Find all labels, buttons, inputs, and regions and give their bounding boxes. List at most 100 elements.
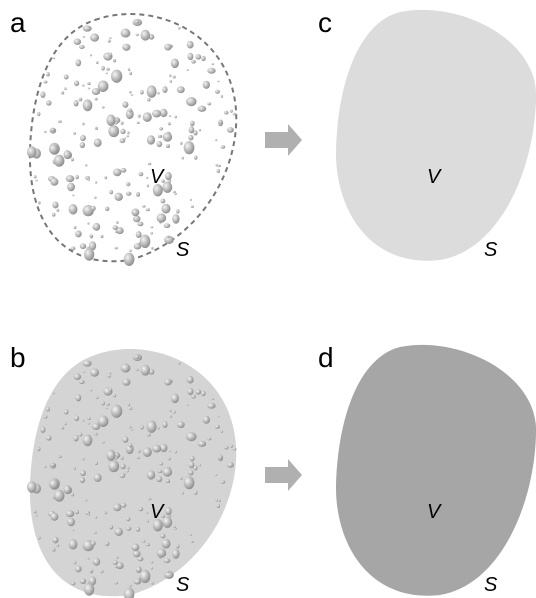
particle <box>51 212 56 217</box>
particle <box>108 125 120 138</box>
particle <box>193 465 198 471</box>
particle <box>135 33 139 36</box>
particle <box>170 393 179 404</box>
particle <box>186 97 197 107</box>
particle <box>215 89 220 94</box>
particle <box>161 514 165 518</box>
particle <box>198 463 202 467</box>
particle <box>52 536 59 544</box>
particle <box>215 498 218 502</box>
particle <box>174 527 177 530</box>
particle <box>63 150 72 160</box>
particle <box>73 434 79 442</box>
particle <box>79 243 87 250</box>
particle <box>150 231 153 235</box>
particle <box>84 583 95 596</box>
particle <box>232 112 237 116</box>
particle <box>106 402 110 406</box>
particle <box>114 192 123 201</box>
particle <box>232 447 237 451</box>
particle <box>146 519 150 523</box>
particle <box>79 142 86 149</box>
particle <box>137 556 144 562</box>
particle <box>129 249 132 252</box>
particle <box>139 234 151 249</box>
particle <box>40 426 46 434</box>
particle <box>138 241 141 245</box>
particle <box>105 72 108 75</box>
particle <box>67 182 75 192</box>
surface-label: S <box>176 239 190 261</box>
particle <box>201 55 206 62</box>
particle <box>215 163 218 167</box>
particle <box>113 168 122 177</box>
arrow <box>265 124 302 156</box>
particle <box>50 177 59 186</box>
particle <box>119 473 126 479</box>
particle <box>174 450 177 454</box>
particle <box>168 115 172 117</box>
particle <box>174 115 177 119</box>
particle <box>97 415 109 427</box>
panel-d: d V S <box>318 342 536 596</box>
particle <box>90 205 96 211</box>
particle <box>170 58 179 69</box>
particle <box>157 134 163 138</box>
particle <box>138 576 141 580</box>
particle <box>216 169 221 173</box>
particle <box>90 33 100 42</box>
particle <box>52 201 59 209</box>
particle <box>187 52 194 61</box>
particle <box>188 469 194 476</box>
particle <box>178 26 181 30</box>
particle <box>87 417 91 421</box>
particle <box>129 584 132 587</box>
particle <box>61 426 65 430</box>
particle <box>122 43 131 51</box>
particle <box>94 516 98 519</box>
particle <box>176 209 180 214</box>
volume-label: V <box>427 501 442 523</box>
particle <box>189 120 195 127</box>
particle <box>105 407 108 410</box>
particle <box>90 368 100 377</box>
particle <box>87 87 91 90</box>
particle <box>146 85 157 98</box>
particle <box>106 449 116 461</box>
panel-label: d <box>318 342 334 373</box>
particle <box>151 246 154 250</box>
particle <box>152 109 162 118</box>
particle <box>72 194 75 197</box>
particle <box>140 90 144 95</box>
particle <box>130 428 134 431</box>
particle <box>94 181 98 184</box>
particle <box>140 425 144 430</box>
particle <box>114 527 123 536</box>
particle <box>162 86 168 94</box>
particle <box>165 507 172 516</box>
particle <box>40 91 46 99</box>
particle <box>123 137 127 140</box>
particle <box>163 558 171 564</box>
particle <box>150 566 153 570</box>
particle <box>82 434 93 447</box>
particle <box>73 373 82 381</box>
particle <box>211 63 214 66</box>
particle <box>94 531 97 534</box>
particle <box>214 474 218 476</box>
particle <box>108 52 113 57</box>
particle <box>65 175 75 183</box>
particle <box>207 402 216 409</box>
particle <box>138 506 144 512</box>
particle <box>123 587 135 598</box>
particle <box>197 105 207 112</box>
particle <box>114 581 118 585</box>
particle <box>164 570 174 579</box>
particle <box>68 539 78 550</box>
particle <box>183 476 195 490</box>
particle <box>125 444 134 455</box>
particle <box>194 490 198 495</box>
particle <box>79 578 87 585</box>
particle <box>82 122 85 126</box>
particle <box>56 543 60 547</box>
